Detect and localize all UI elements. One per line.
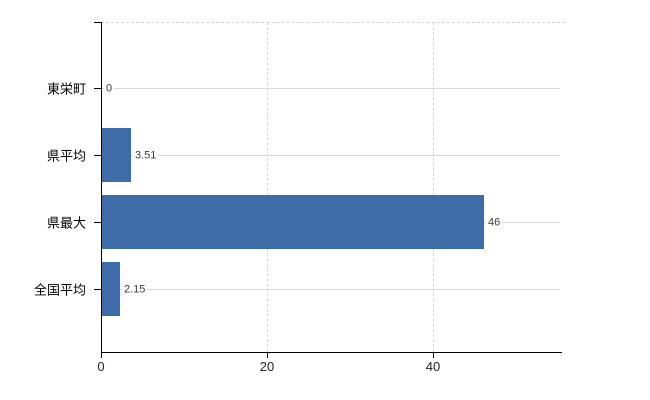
- category-gridline: [102, 88, 560, 89]
- category-label: 県平均: [46, 148, 86, 164]
- category-label: 県最大: [46, 215, 86, 231]
- bar: [102, 128, 131, 182]
- x-tick-label: 20: [259, 359, 275, 374]
- y-axis-tick: [94, 88, 101, 89]
- category-gridline: [102, 155, 560, 156]
- x-axis-tick: [433, 353, 434, 358]
- bar-value-label: 46: [486, 216, 503, 230]
- y-axis-top-tick: [94, 22, 101, 23]
- y-axis: [101, 22, 102, 353]
- vertical-gridline: [267, 22, 268, 352]
- bar: [102, 195, 484, 249]
- bar-value-label: 2.15: [122, 283, 148, 297]
- category-label: 全国平均: [33, 282, 86, 298]
- x-axis-tick: [101, 353, 102, 358]
- vertical-gridline: [433, 22, 434, 352]
- x-tick-label: 40: [425, 359, 441, 374]
- y-axis-tick: [94, 155, 101, 156]
- bar: [102, 262, 120, 316]
- plot-top-border: [101, 22, 565, 23]
- plot-area: 0 3.51 46 2.15: [94, 22, 565, 358]
- category-label: 東栄町: [46, 81, 86, 97]
- category-gridline: [102, 289, 560, 290]
- y-axis-tick: [94, 222, 101, 223]
- x-axis: [101, 352, 562, 353]
- x-tick-label: 0: [97, 359, 105, 374]
- bar-value-label: 3.51: [133, 149, 159, 163]
- y-axis-tick: [94, 289, 101, 290]
- x-axis-tick: [267, 353, 268, 358]
- bar-value-label: 0: [104, 82, 115, 96]
